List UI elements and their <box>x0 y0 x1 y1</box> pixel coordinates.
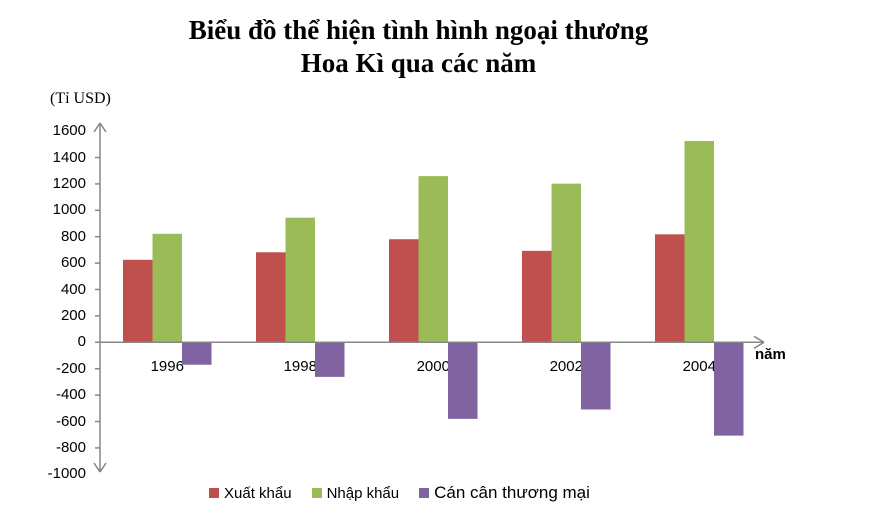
bar <box>418 176 448 343</box>
x-axis-unit-label: năm <box>755 346 786 363</box>
y-axis-arrow-down <box>93 462 101 473</box>
axes <box>93 122 765 473</box>
bar <box>256 252 286 343</box>
y-tick-label: 600 <box>60 254 86 272</box>
y-axis-unit-label: (Tỉ USD) <box>50 90 111 107</box>
x-axis-arrow <box>753 341 765 349</box>
bar <box>522 250 552 343</box>
legend-item: Cán cân thương mại <box>419 483 590 503</box>
x-axis-arrow <box>753 335 765 343</box>
y-tick-label: -400 <box>55 386 86 404</box>
legend: Xuất khẩu Nhập khẩu Cán cân thương mại <box>209 483 610 503</box>
legend-label: Cán cân thương mại <box>434 483 590 502</box>
bar <box>684 141 714 343</box>
y-axis-arrow-down <box>99 462 107 473</box>
x-category-label: 1996 <box>150 358 184 375</box>
bar <box>123 259 153 343</box>
y-tick-label: 1200 <box>52 174 86 192</box>
y-tick-label: -800 <box>55 438 86 456</box>
legend-label: Xuất khẩu <box>224 484 292 502</box>
y-tick-label: 1400 <box>52 148 86 166</box>
bar <box>285 217 315 343</box>
bar <box>182 342 212 365</box>
chart-title-line-1: Biểu đồ thể hiện tình hình ngoại thương <box>188 15 649 45</box>
y-axis-arrow-up <box>93 122 101 133</box>
y-tick-label: -1000 <box>47 465 86 483</box>
bar <box>152 233 182 343</box>
legend-swatch-icon <box>209 488 219 498</box>
legend-swatch-icon <box>311 488 322 498</box>
bar <box>581 342 611 410</box>
x-category-label: 1998 <box>283 358 317 375</box>
y-tick-label: 0 <box>77 333 86 351</box>
x-category-label: 2004 <box>682 358 716 375</box>
y-tick-label: -600 <box>55 412 86 430</box>
y-tick-label: 400 <box>60 280 86 298</box>
bar <box>714 342 744 436</box>
y-tick-label: 200 <box>60 306 86 324</box>
y-tick-label: 1000 <box>52 201 86 219</box>
bar <box>655 234 685 343</box>
y-tick-label: 800 <box>60 227 86 245</box>
y-axis-arrow-up <box>99 122 107 133</box>
legend-item: Xuất khẩu <box>209 485 292 502</box>
legend-swatch-icon <box>419 488 430 498</box>
bar <box>551 183 581 343</box>
bar-series-group <box>123 141 744 436</box>
bar <box>389 239 419 343</box>
y-tick-label: -200 <box>55 359 86 377</box>
y-tick-label: 1600 <box>52 122 86 140</box>
x-category-label: 2002 <box>549 358 583 375</box>
bar <box>315 342 345 377</box>
legend-label: Nhập khẩu <box>326 484 400 502</box>
x-category-label: 2000 <box>416 358 450 375</box>
chart-title-line-2: Hoa Kì qua các năm <box>300 48 537 78</box>
bar <box>448 342 478 419</box>
legend-item: Nhập khẩu <box>311 484 400 502</box>
